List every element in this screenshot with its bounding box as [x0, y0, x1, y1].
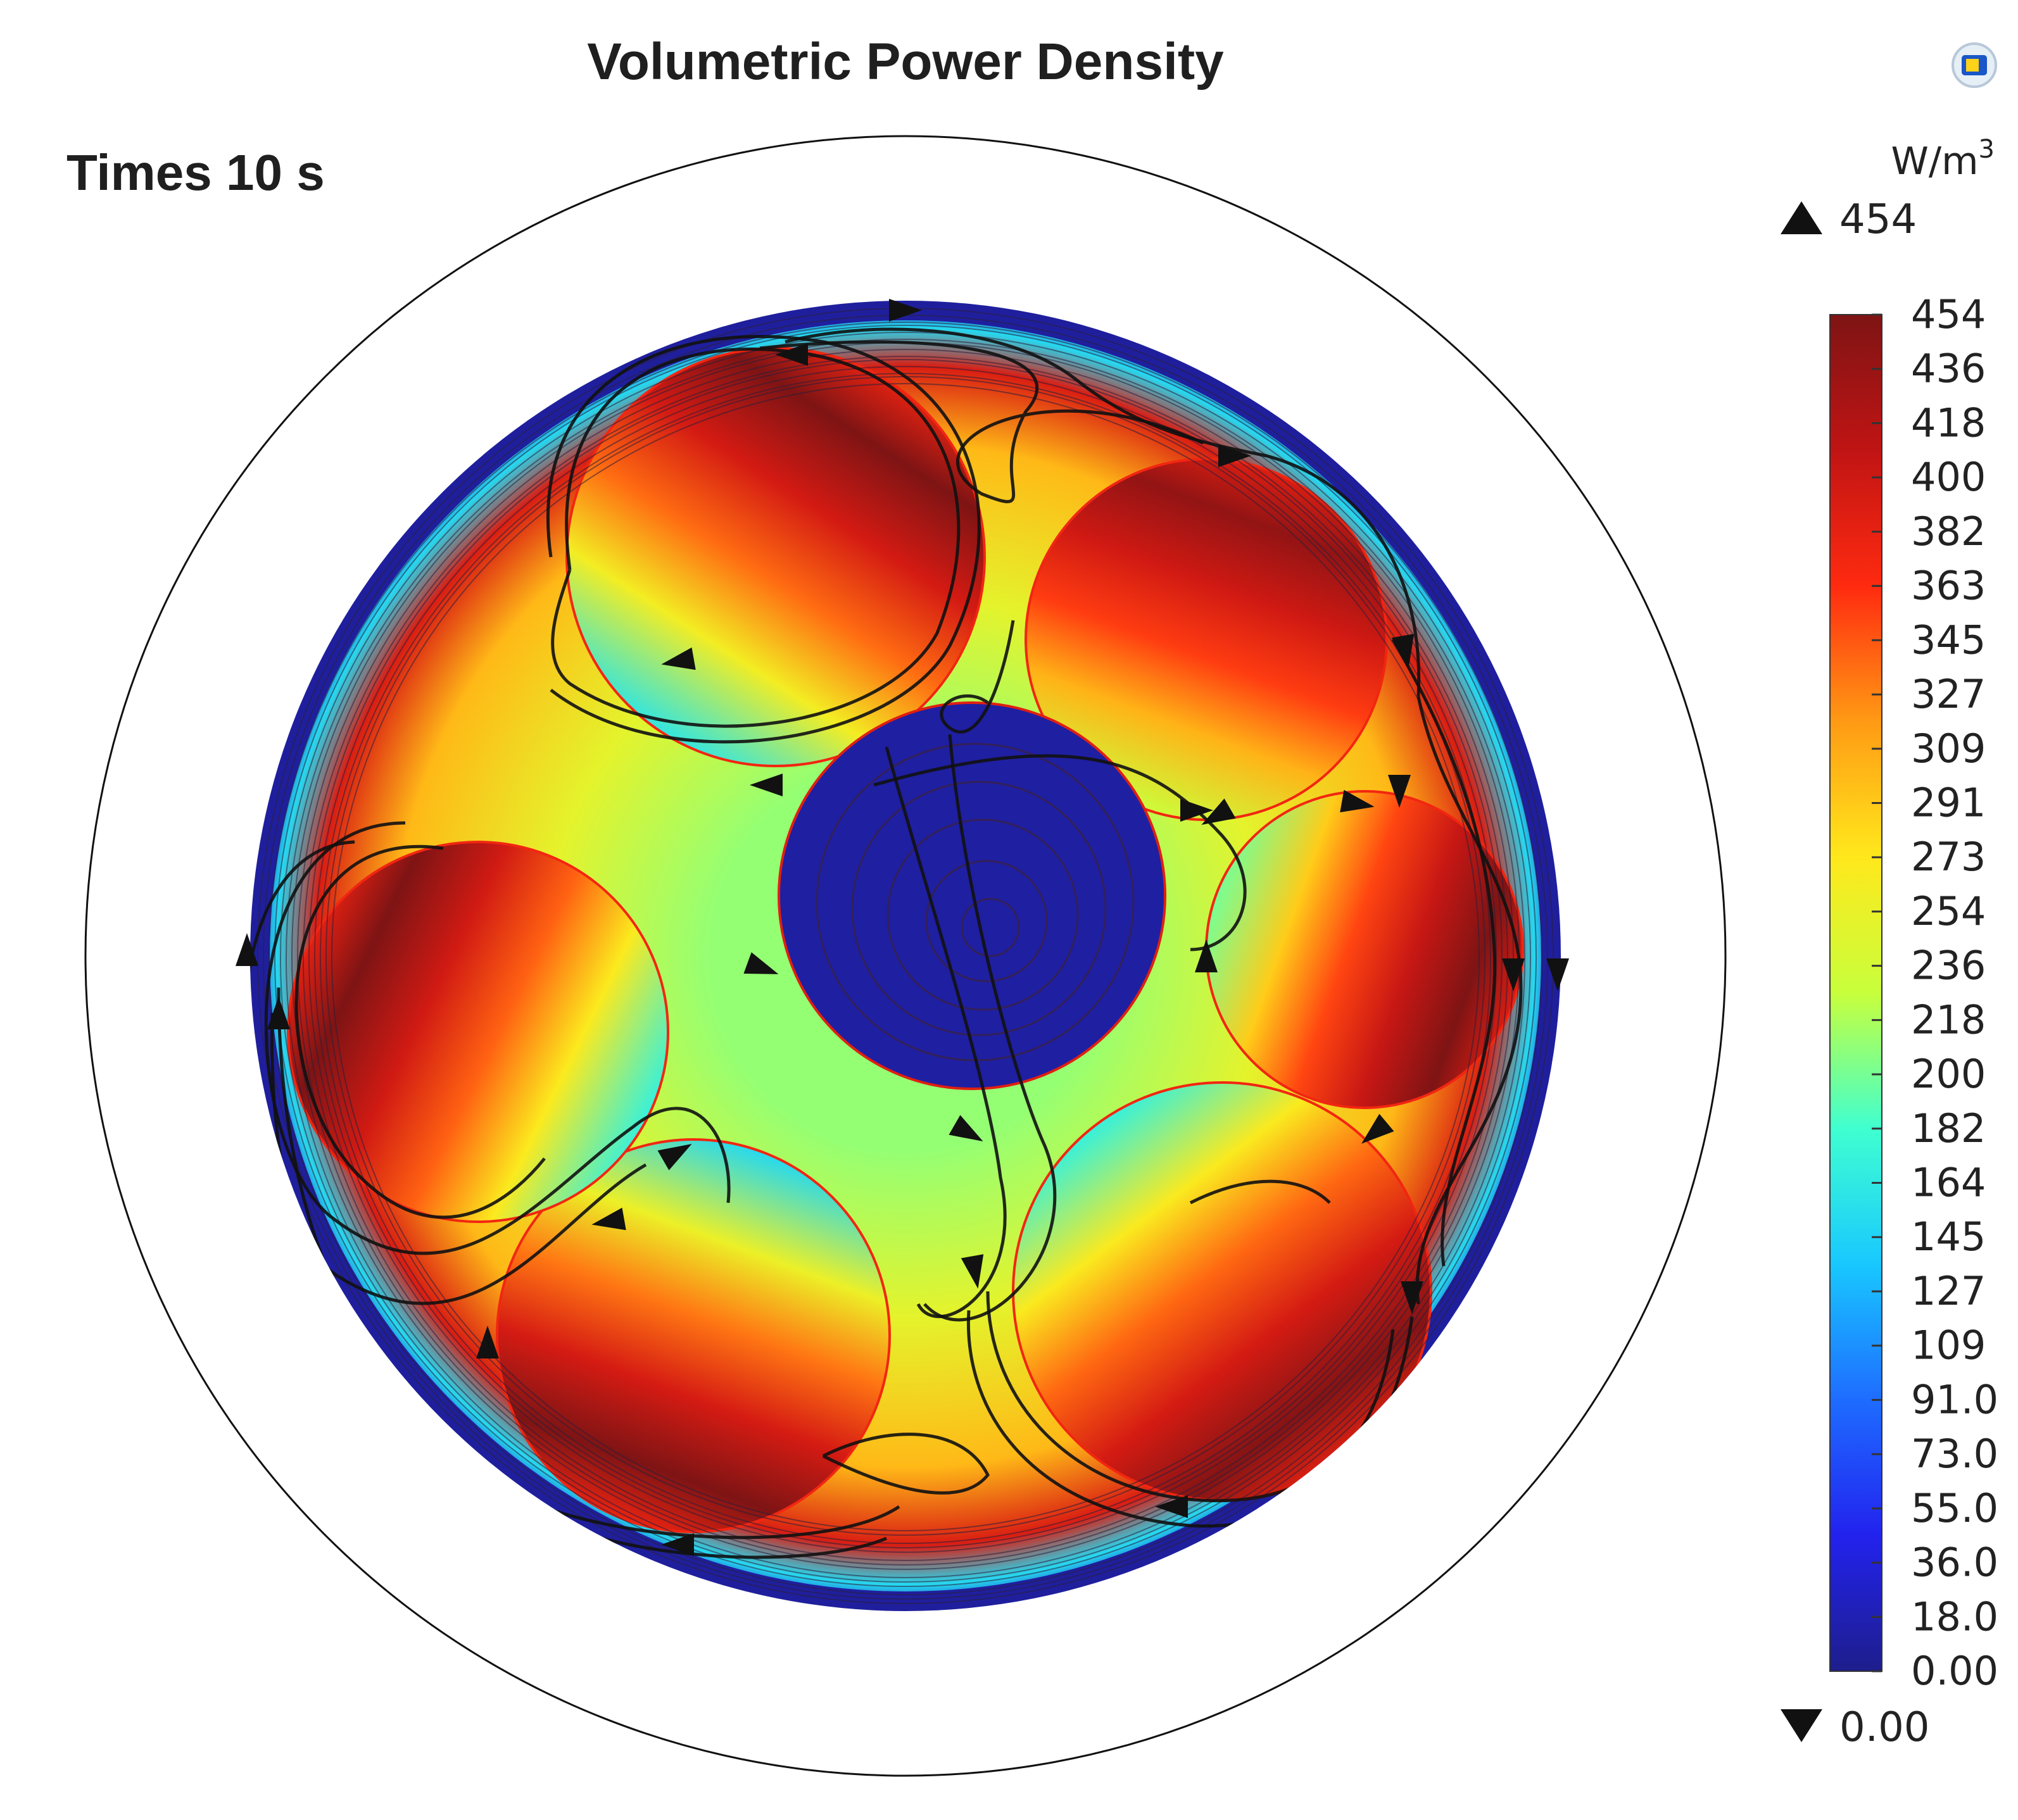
colorbar-tick-label: 454 — [1911, 291, 1986, 337]
streamline-arrow — [743, 952, 779, 974]
simulation-domain — [84, 135, 1727, 1777]
streamline-arrow — [657, 1144, 692, 1170]
streamline-arrow — [267, 996, 290, 1029]
streamline-arrow — [1502, 958, 1525, 991]
min-indicator-label: 0.00 — [1839, 1704, 1930, 1751]
streamline-arrow — [1195, 939, 1218, 972]
streamline-arrow — [1155, 1495, 1188, 1518]
rim-contour — [297, 349, 1514, 1566]
colorbar-tick-label: 400 — [1911, 454, 1986, 500]
streamline-arrow — [961, 1254, 984, 1289]
time-label: Times 10 s — [66, 144, 325, 201]
streamline — [759, 340, 1204, 503]
colorbar: 454 436 418 400 382 363 345 327 309 291 273 254 236 2… — [1781, 135, 1998, 1751]
colorbar-tick-label: 418 — [1911, 399, 1986, 446]
rod-contour — [961, 898, 1020, 957]
streamline-arrow — [949, 1115, 983, 1141]
colorbar-tick-label: 254 — [1911, 888, 1986, 934]
cylinder-4 — [1012, 1081, 1432, 1502]
colorbar-tick-label: 327 — [1911, 671, 1986, 717]
streamline — [940, 620, 1015, 734]
colorbar-tick-label: 164 — [1911, 1160, 1986, 1206]
colorbar-tick-label: 436 — [1911, 346, 1986, 392]
streamline-arrow — [750, 774, 783, 796]
streamline — [822, 1433, 990, 1495]
colorbar-tick-label: 0.00 — [1911, 1648, 1998, 1694]
chart-title: Volumetric Power Density — [587, 33, 1224, 91]
streamline — [885, 746, 1007, 1319]
colorbar-gradient — [1829, 314, 1882, 1672]
rim-contour — [314, 366, 1497, 1548]
colorbar-tick-label: 382 — [1911, 508, 1986, 555]
streamline-arrow — [775, 343, 808, 366]
min-indicator-icon — [1781, 1709, 1822, 1742]
colorbar-tick-label: 218 — [1911, 996, 1986, 1043]
outer-boundary — [84, 135, 1727, 1777]
colorbar-tick-label: 91.0 — [1911, 1376, 1998, 1422]
colorbar-tick-label: 73.0 — [1911, 1431, 1998, 1477]
streamline-arrow — [1218, 444, 1251, 467]
rod-contour — [886, 819, 1079, 1011]
streamline-arrow — [889, 299, 922, 322]
streamline — [264, 821, 731, 1255]
colorbar-tick-label: 18.0 — [1911, 1593, 1998, 1640]
streamline-arrow — [1180, 799, 1213, 822]
rim-contour — [308, 359, 1503, 1553]
streamline — [546, 335, 981, 744]
streamline-arrow — [1201, 798, 1236, 825]
colorbar-tick-label: 363 — [1911, 563, 1986, 609]
streamline-arrow — [1388, 775, 1411, 808]
colorbar-tick-label: 273 — [1911, 834, 1986, 880]
max-indicator-label: 454 — [1839, 196, 1917, 243]
rim-contour — [274, 325, 1537, 1587]
colorbar-tick-label: 200 — [1911, 1051, 1986, 1097]
streamline — [1189, 1179, 1331, 1205]
colorbar-unit: W/m3 — [1891, 135, 1995, 184]
rod-contour — [851, 781, 1107, 1036]
colorbar-tick-label: 127 — [1911, 1268, 1986, 1314]
rod-contour — [925, 860, 1048, 982]
cylinder-6 — [287, 841, 669, 1223]
streamline — [551, 348, 961, 728]
streamline — [785, 327, 1421, 697]
colorbar-tick-label: 109 — [1911, 1322, 1986, 1369]
streamline — [294, 844, 546, 1219]
streamline-arrow — [661, 1533, 694, 1556]
streamline-arrow — [476, 1326, 499, 1359]
streamline — [1415, 696, 1523, 1305]
rim-contour — [320, 373, 1491, 1544]
streamline — [1391, 638, 1497, 1267]
streamline-arrow — [1340, 789, 1375, 813]
max-indicator-icon — [1781, 201, 1822, 234]
streamline-arrow — [591, 1207, 626, 1231]
streamline-arrow — [1546, 958, 1569, 991]
colorbar-tick-label: 345 — [1911, 617, 1986, 663]
colorbar-tick-label: 55.0 — [1911, 1485, 1998, 1531]
app-logo-icon — [1952, 42, 1997, 88]
streamline-arrow — [661, 647, 696, 670]
colorbar-tick-label: 236 — [1911, 943, 1986, 989]
streamline-arrow — [1401, 1281, 1423, 1314]
colorbar-tick-label: 145 — [1911, 1214, 1986, 1260]
rim-contour — [268, 322, 1542, 1595]
rim-contour — [331, 383, 1480, 1531]
rim-contour — [280, 332, 1531, 1583]
streamline-arrow — [1361, 1114, 1394, 1144]
colorbar-tick-label: 182 — [1911, 1105, 1986, 1152]
cylinder-1 — [565, 347, 986, 767]
colorbar-tick-label: 291 — [1911, 779, 1986, 825]
streamline-arrow — [236, 933, 258, 966]
streamline-arrow — [1391, 634, 1415, 668]
streamline — [986, 1291, 1395, 1503]
colorbar-tick-label: 36.0 — [1911, 1540, 1998, 1586]
colorbar-tick-label: 309 — [1911, 725, 1986, 772]
